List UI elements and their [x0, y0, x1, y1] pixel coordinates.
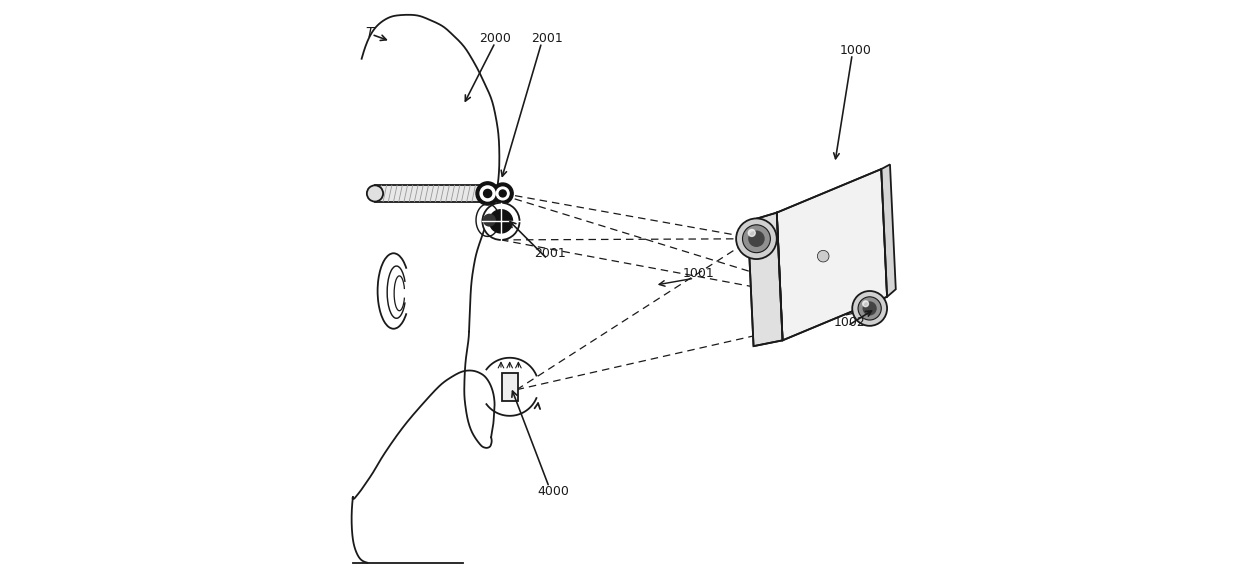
Circle shape	[858, 297, 882, 320]
Circle shape	[484, 214, 495, 226]
Circle shape	[492, 183, 513, 204]
Circle shape	[484, 189, 492, 197]
Bar	[374, 185, 487, 201]
Circle shape	[852, 291, 887, 326]
Circle shape	[367, 185, 383, 201]
Circle shape	[490, 210, 512, 233]
Text: 2000: 2000	[479, 32, 511, 45]
Text: 4000: 4000	[537, 485, 569, 498]
Polygon shape	[882, 165, 895, 297]
Circle shape	[496, 187, 510, 200]
Circle shape	[743, 225, 770, 253]
Polygon shape	[748, 212, 782, 346]
Text: 1000: 1000	[839, 44, 870, 56]
Polygon shape	[776, 169, 887, 340]
Circle shape	[817, 250, 830, 262]
Text: 1001: 1001	[682, 267, 714, 280]
Circle shape	[480, 186, 495, 201]
Text: 2001: 2001	[534, 247, 567, 260]
Circle shape	[863, 301, 868, 307]
Text: 2001: 2001	[532, 32, 563, 45]
Circle shape	[476, 182, 500, 205]
Circle shape	[482, 203, 520, 240]
Bar	[501, 373, 518, 401]
Text: T: T	[365, 26, 373, 40]
Circle shape	[500, 190, 506, 197]
Circle shape	[749, 231, 764, 246]
Text: 1002: 1002	[833, 317, 866, 329]
Circle shape	[863, 302, 875, 315]
Circle shape	[748, 229, 755, 236]
Circle shape	[737, 218, 776, 259]
